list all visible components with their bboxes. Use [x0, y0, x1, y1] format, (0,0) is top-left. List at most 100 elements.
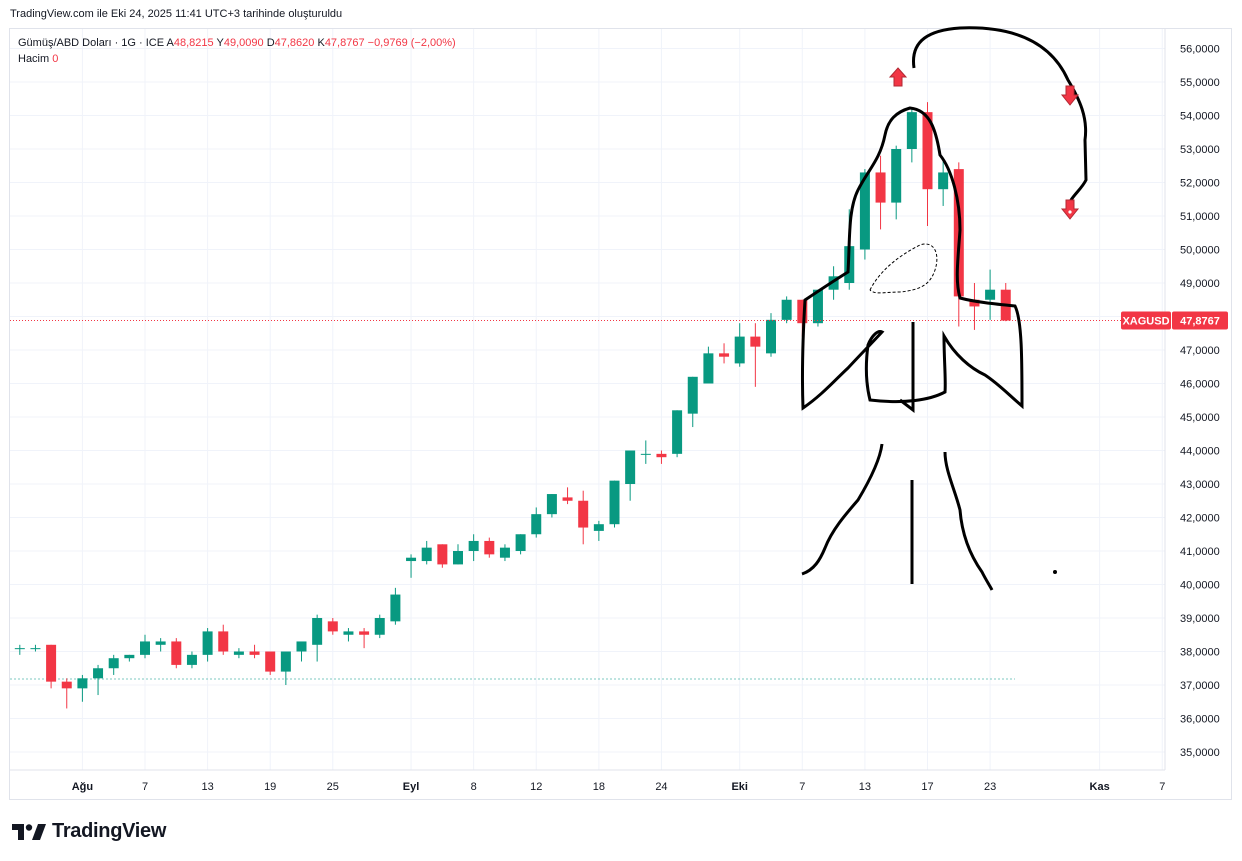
- candle-body: [797, 299, 808, 324]
- price-tag-value: 47,8767: [1180, 316, 1220, 328]
- candle-body: [421, 547, 432, 562]
- candle-body: [985, 289, 996, 300]
- candle-body: [61, 681, 72, 689]
- up-candle: [625, 450, 636, 501]
- y-tick-label: 35,0000: [1180, 747, 1220, 759]
- x-tick-label: 18: [593, 781, 605, 793]
- down-candle: [719, 343, 730, 364]
- down-candle: [265, 651, 276, 675]
- candle-body: [640, 453, 651, 455]
- candle-body: [124, 654, 135, 659]
- x-tick-label: Ağu: [72, 781, 93, 793]
- up-candle: [734, 323, 745, 367]
- up-candle: [140, 634, 150, 659]
- candle-body: [343, 631, 354, 635]
- up-candle: [108, 654, 119, 675]
- down-candle: [61, 678, 72, 709]
- y-tick-label: 47,0000: [1180, 345, 1220, 357]
- head-outline-drawing: [800, 106, 1024, 411]
- y-tick-label: 46,0000: [1180, 379, 1220, 391]
- face-scribble-drawing: [869, 243, 938, 294]
- tradingview-logo-icon: [12, 823, 46, 840]
- y-tick-label: 55,0000: [1180, 77, 1220, 89]
- x-tick-label: Eki: [731, 781, 748, 793]
- legend-open-label: A: [166, 37, 174, 49]
- legs-right-drawing: [943, 451, 994, 591]
- x-tick-label: 7: [1159, 781, 1165, 793]
- candle-body: [374, 618, 385, 635]
- candle-body: [140, 641, 150, 655]
- candle-body: [265, 651, 276, 672]
- legend-symbol[interactable]: Gümüş/ABD Doları · 1G · ICE: [18, 37, 165, 49]
- up-candle: [859, 169, 870, 260]
- candle-body: [766, 319, 776, 354]
- y-axis: 35,0000 36,0000 37,0000 38,0000 39,0000 40,00…: [1180, 44, 1220, 760]
- last-price-tag: XAGUSD 47,8767: [1121, 311, 1228, 330]
- candle-body: [468, 540, 479, 551]
- candle-body: [406, 557, 417, 562]
- legend-volume-row: Hacim 0: [18, 51, 456, 67]
- candle-body: [906, 112, 917, 149]
- freehand-drawings: [800, 26, 1088, 591]
- down-candle: [171, 638, 182, 669]
- down-arrow-icon: [1060, 199, 1080, 220]
- candle-body: [734, 336, 745, 364]
- candle-body: [155, 641, 166, 645]
- brand-logo[interactable]: TradingView: [12, 820, 166, 843]
- candle-body: [484, 540, 495, 555]
- candle-body: [781, 299, 792, 320]
- y-tick-label: 44,0000: [1180, 446, 1220, 458]
- up-candle: [390, 587, 401, 625]
- down-arrow-icon: [1060, 85, 1080, 106]
- up-candle: [499, 544, 510, 562]
- up-candle: [703, 346, 714, 384]
- candle-body: [750, 336, 761, 347]
- up-candle: [593, 520, 604, 541]
- up-candle: [891, 145, 902, 220]
- candle-body: [875, 172, 886, 203]
- candle-body: [186, 654, 197, 665]
- legend-volume-label[interactable]: Hacim: [18, 53, 50, 65]
- candle-body: [859, 172, 870, 250]
- y-tick-label: 49,0000: [1180, 278, 1220, 290]
- up-candle: [938, 159, 949, 206]
- candle-body: [14, 648, 25, 650]
- price-tag-symbol: XAGUSD: [1122, 316, 1169, 328]
- price-tag-value-bg: [1172, 311, 1228, 330]
- y-tick-label: 37,0000: [1180, 680, 1220, 692]
- up-candle: [687, 376, 698, 428]
- up-candle: [93, 664, 104, 696]
- candle-body: [499, 547, 510, 558]
- y-tick-label: 40,0000: [1180, 580, 1220, 592]
- x-tick-label: Eyl: [403, 781, 420, 793]
- down-candle: [249, 644, 260, 659]
- legend-high-value: 49,0090: [223, 37, 264, 49]
- price-tag-symbol-bg: [1121, 311, 1171, 330]
- up-candle: [30, 644, 41, 652]
- x-tick-label: 7: [142, 781, 148, 793]
- y-tick-label: 51,0000: [1180, 211, 1220, 223]
- down-candle: [562, 487, 573, 505]
- candle-body: [719, 353, 730, 357]
- candle-body: [578, 500, 589, 528]
- up-candle: [77, 674, 88, 702]
- down-candle: [437, 544, 448, 568]
- up-candle: [515, 534, 526, 555]
- candle-body: [609, 480, 620, 525]
- legend-ohlc-row: Gümüş/ABD Doları · 1G · ICE A48,8215 Y49…: [18, 35, 456, 51]
- up-candle: [640, 440, 651, 464]
- down-candle: [875, 155, 886, 230]
- up-candle: [468, 534, 479, 562]
- down-candle: [1000, 283, 1011, 322]
- candle-body: [233, 651, 244, 655]
- y-tick-label: 54,0000: [1180, 111, 1220, 123]
- candle-body: [437, 544, 448, 565]
- candles: [14, 102, 1011, 709]
- up-candle: [280, 651, 291, 685]
- down-candle: [46, 644, 57, 689]
- legend-open-value: 48,8215: [173, 37, 214, 49]
- down-candle: [969, 283, 980, 330]
- candle-body: [703, 353, 714, 384]
- grid-lines: [10, 29, 1166, 771]
